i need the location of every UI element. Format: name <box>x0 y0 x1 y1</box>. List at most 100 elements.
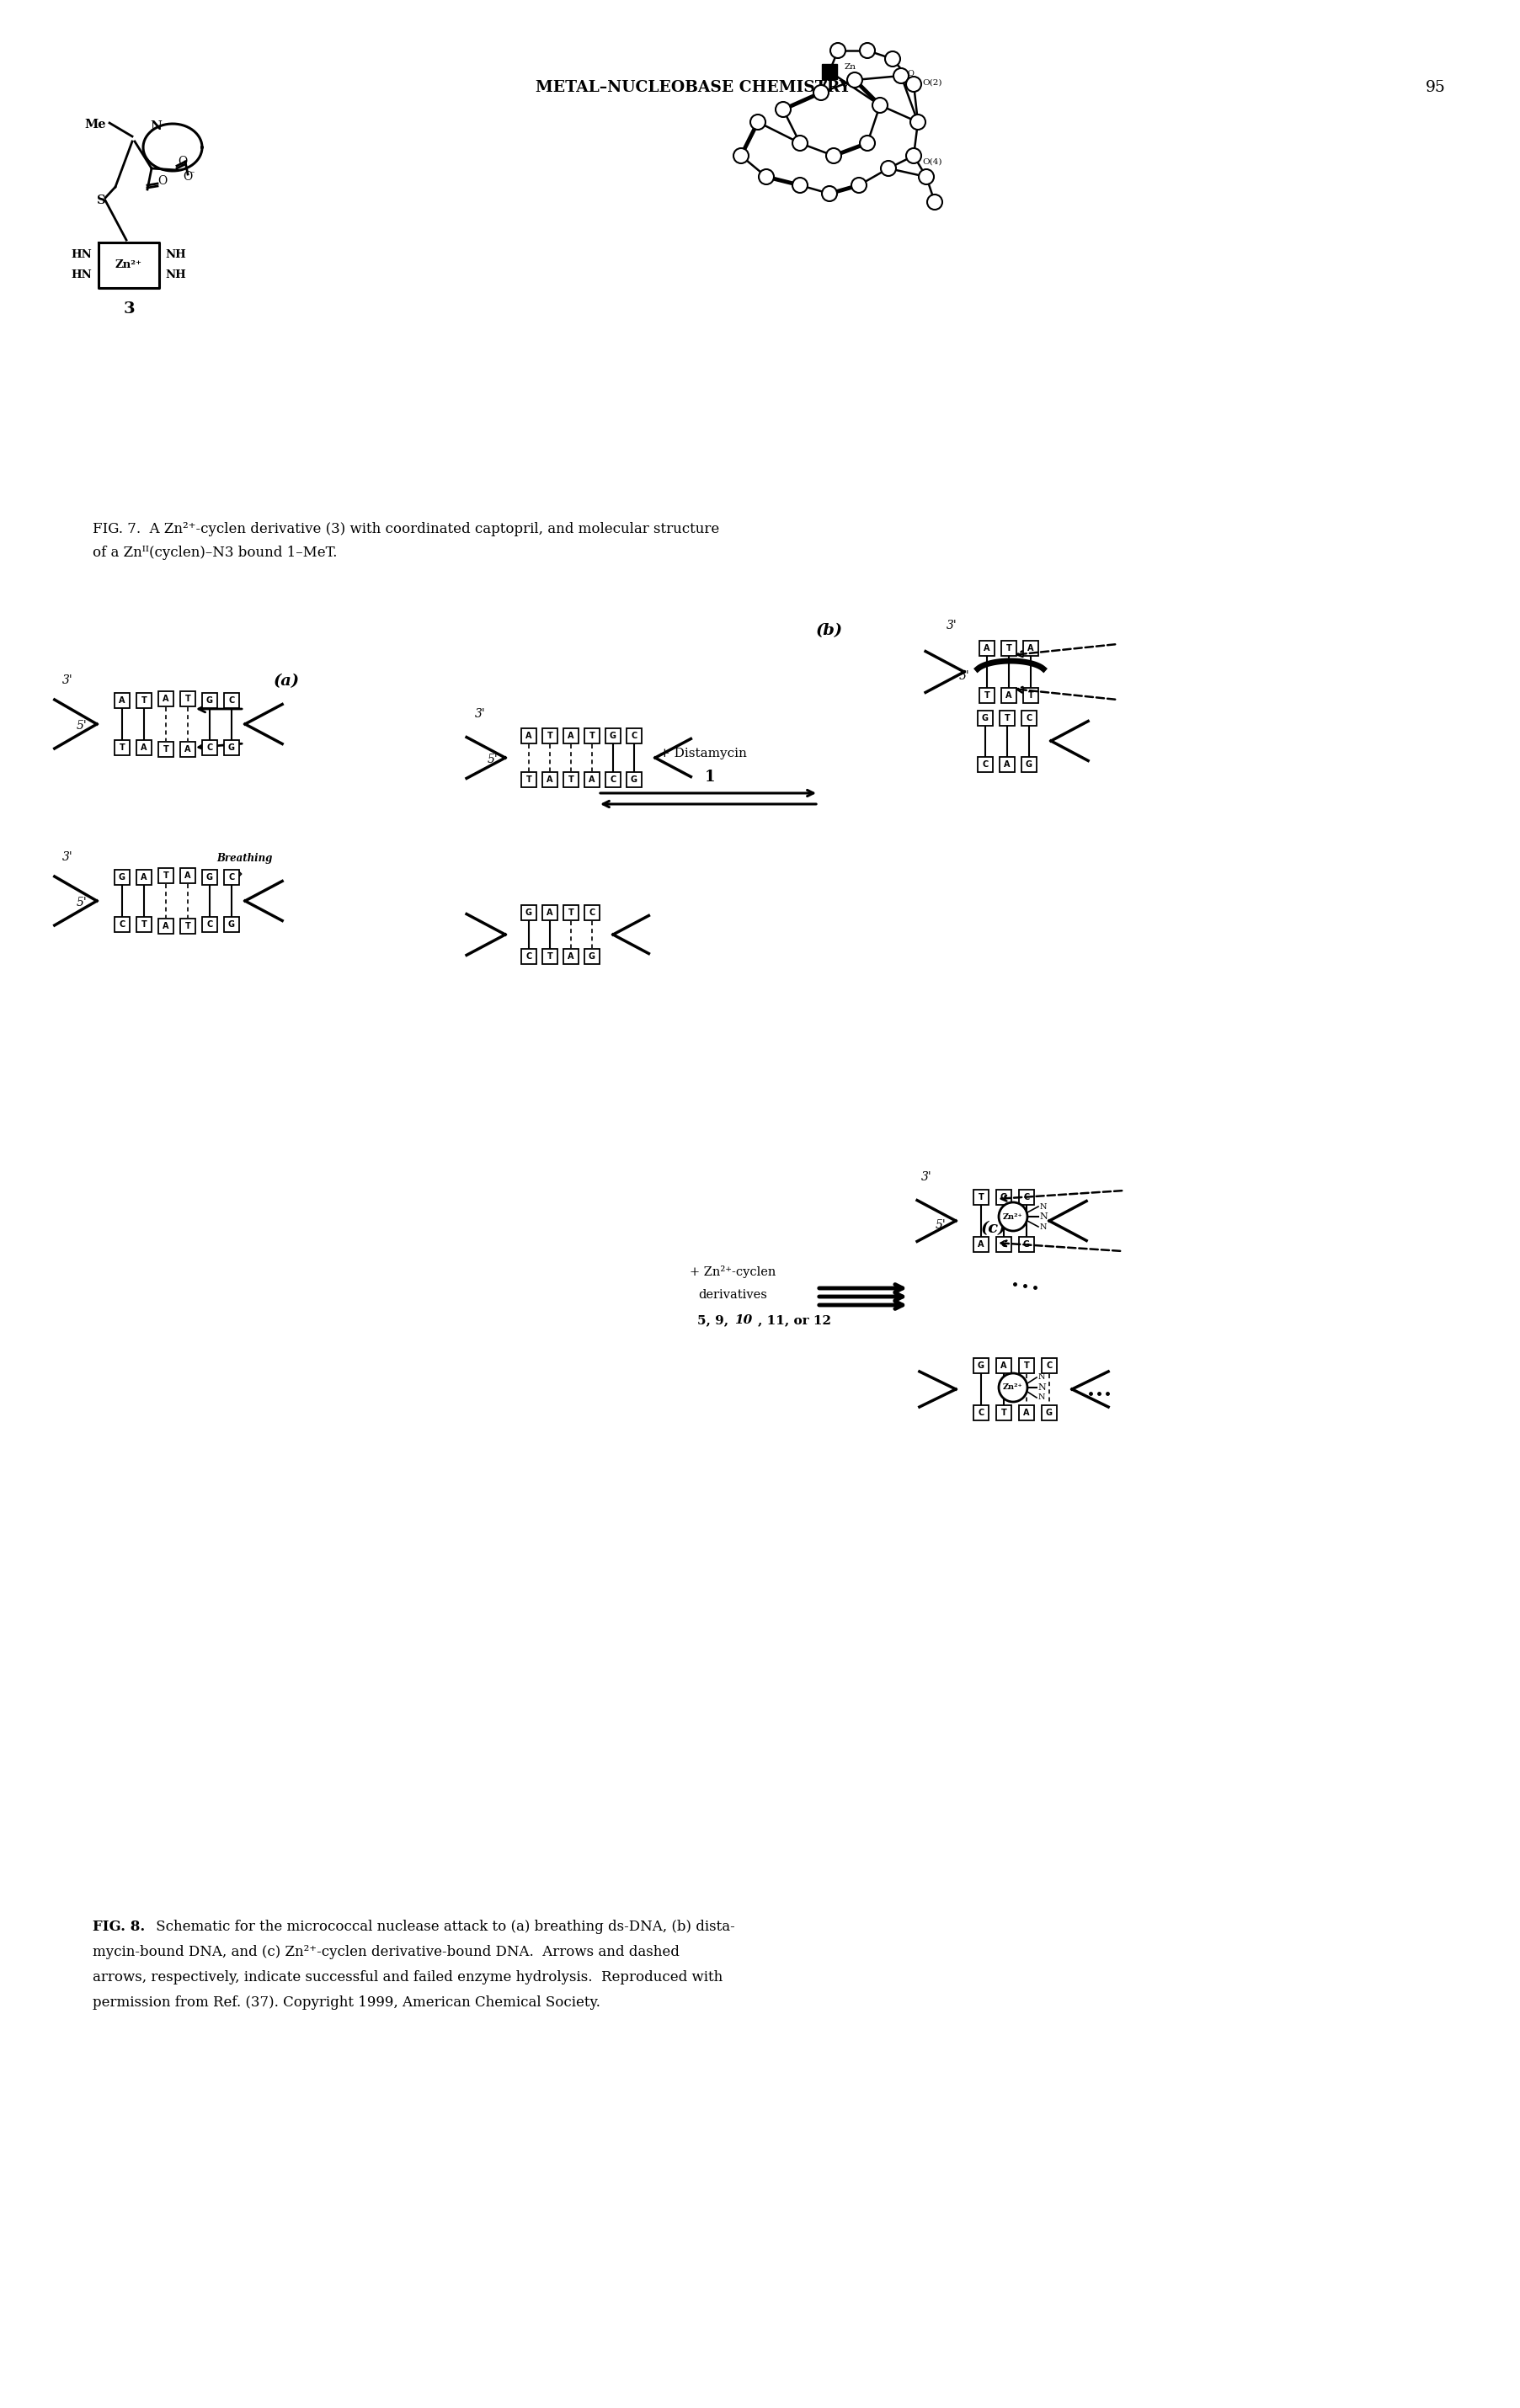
Text: C: C <box>1023 1192 1029 1202</box>
Text: 1: 1 <box>704 771 714 785</box>
Text: of a Znᴵᴵ(cyclen)–N3 bound 1–MeT.: of a Znᴵᴵ(cyclen)–N3 bound 1–MeT. <box>93 547 337 561</box>
Circle shape <box>792 178 807 193</box>
Text: 3: 3 <box>123 301 134 315</box>
Bar <box>158 917 173 934</box>
Bar <box>158 742 173 756</box>
Text: NH: NH <box>166 270 187 282</box>
Circle shape <box>910 116 926 130</box>
Text: T: T <box>163 744 169 754</box>
Bar <box>605 773 620 787</box>
Bar <box>1018 1358 1034 1373</box>
Bar <box>584 905 599 920</box>
Text: 5, 9,: 5, 9, <box>696 1315 733 1327</box>
Text: T: T <box>568 908 573 917</box>
Text: Zn²⁺: Zn²⁺ <box>1003 1214 1023 1221</box>
Circle shape <box>859 43 874 58</box>
Bar <box>543 905 558 920</box>
Text: 3': 3' <box>62 850 73 862</box>
Text: ⇒: ⇒ <box>230 867 243 881</box>
Text: G: G <box>119 874 126 881</box>
Bar <box>584 727 599 744</box>
Circle shape <box>758 169 774 185</box>
Bar <box>521 727 537 744</box>
Circle shape <box>813 84 828 101</box>
Text: T: T <box>1005 643 1011 653</box>
Text: 5': 5' <box>486 754 497 766</box>
Text: 95: 95 <box>1424 79 1446 96</box>
Text: A: A <box>977 1240 983 1250</box>
Text: N: N <box>1037 1382 1046 1392</box>
Bar <box>202 694 217 708</box>
Text: C: C <box>982 761 988 768</box>
Bar <box>973 1406 988 1421</box>
Bar <box>1021 756 1037 773</box>
Text: G: G <box>1046 1409 1052 1416</box>
Bar <box>1000 641 1015 655</box>
Bar <box>996 1190 1011 1204</box>
Text: T: T <box>185 694 190 703</box>
Text: Zn²⁺: Zn²⁺ <box>116 260 143 270</box>
Text: T: T <box>526 775 532 785</box>
Text: T: T <box>977 1192 983 1202</box>
Text: T: T <box>1028 691 1034 701</box>
Text: A: A <box>1005 691 1011 701</box>
Text: T: T <box>547 732 552 739</box>
Bar <box>543 727 558 744</box>
Text: A: A <box>567 951 573 961</box>
Bar <box>137 917 152 932</box>
Bar <box>521 905 537 920</box>
Text: O: O <box>178 157 187 169</box>
Text: N: N <box>1038 1211 1047 1221</box>
Circle shape <box>733 149 748 164</box>
Text: T: T <box>588 732 594 739</box>
Bar <box>521 949 537 963</box>
Text: 3': 3' <box>474 708 485 720</box>
Text: A: A <box>1000 1361 1006 1370</box>
Bar <box>977 756 993 773</box>
Bar <box>584 949 599 963</box>
Circle shape <box>906 149 921 164</box>
Circle shape <box>892 67 907 84</box>
Text: T: T <box>141 920 147 929</box>
Text: N: N <box>150 120 161 132</box>
Text: G: G <box>610 732 616 739</box>
Text: C: C <box>977 1409 983 1416</box>
Text: A: A <box>1003 761 1009 768</box>
Text: HN: HN <box>71 270 93 282</box>
Circle shape <box>999 1373 1028 1401</box>
Circle shape <box>825 149 841 164</box>
Text: G: G <box>977 1361 983 1370</box>
Bar <box>1041 1406 1056 1421</box>
Bar <box>114 869 129 884</box>
Text: C: C <box>588 908 594 917</box>
Text: Zn: Zn <box>844 63 856 72</box>
Bar <box>996 1358 1011 1373</box>
Circle shape <box>749 116 765 130</box>
Circle shape <box>880 161 895 176</box>
Text: C: C <box>228 696 234 706</box>
Text: HN: HN <box>71 250 93 260</box>
Text: 3': 3' <box>921 1170 932 1182</box>
Bar <box>973 1238 988 1252</box>
Text: A: A <box>119 696 125 706</box>
Text: C: C <box>1046 1361 1052 1370</box>
Bar <box>562 949 578 963</box>
Text: C: C <box>119 920 125 929</box>
Text: C: C <box>207 744 213 751</box>
Text: T: T <box>185 922 190 929</box>
Bar <box>584 773 599 787</box>
Bar <box>223 917 239 932</box>
Bar <box>158 691 173 706</box>
Text: + Distamycin: + Distamycin <box>660 746 746 759</box>
Bar <box>996 1406 1011 1421</box>
Text: G: G <box>1024 761 1032 768</box>
Bar <box>158 867 173 884</box>
Bar <box>562 727 578 744</box>
Bar <box>973 1190 988 1204</box>
Text: A: A <box>588 775 594 785</box>
Text: (a): (a) <box>274 674 299 689</box>
Bar <box>202 739 217 756</box>
Text: N: N <box>1038 1394 1044 1401</box>
Bar <box>223 869 239 884</box>
Text: A: A <box>163 922 169 929</box>
